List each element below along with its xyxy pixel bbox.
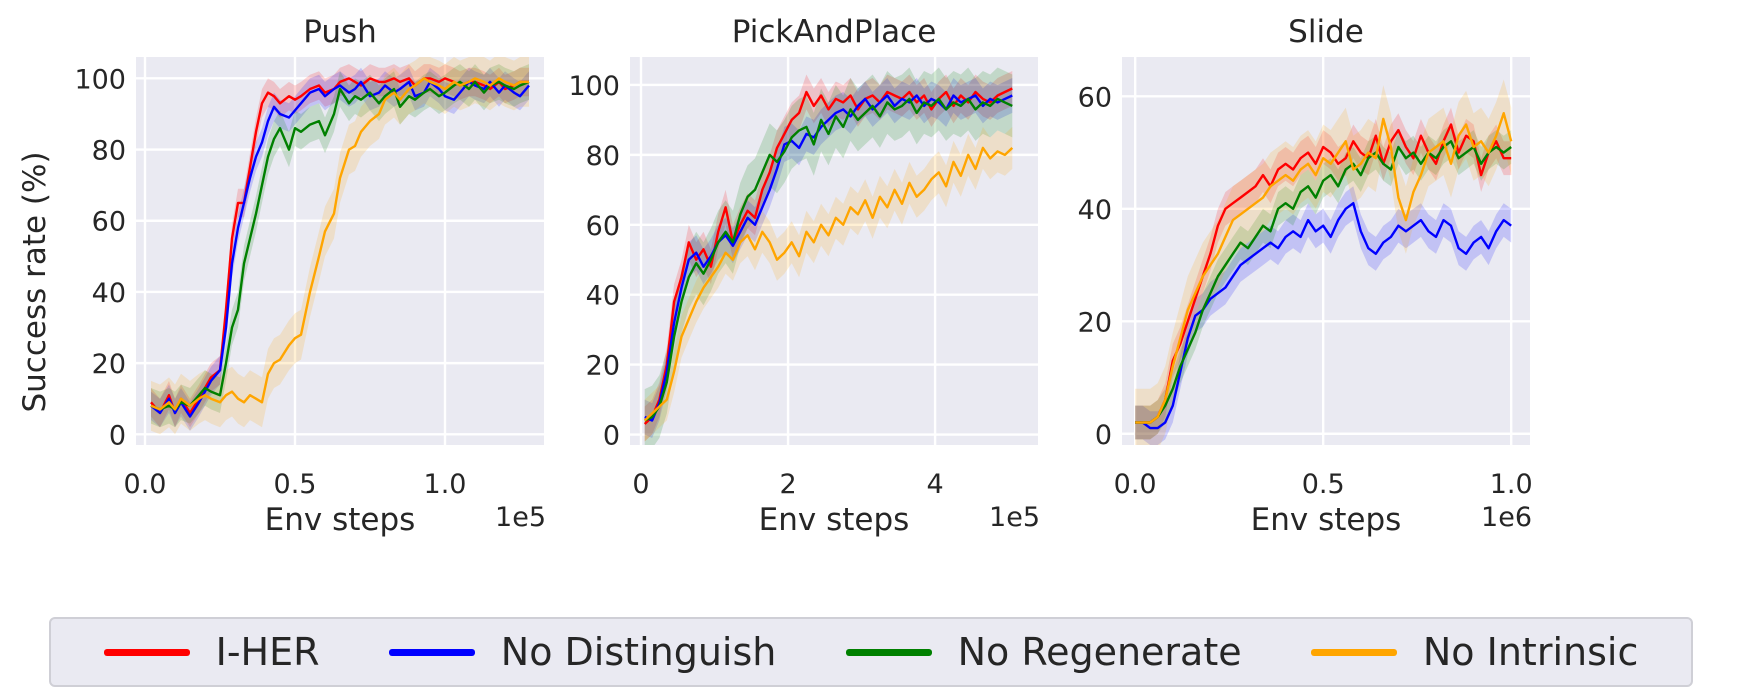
y-tick-label: 100 [74,64,126,95]
series-band-no-regenerate [151,64,529,428]
legend-swatch-no-distinguish [388,648,475,656]
chart-panel-push: Push Env steps 1e5 0 20 40 60 80 100 0.0 0.5 1.0 [74,14,546,538]
y-tick-label: 20 [586,351,620,382]
x-tick-label: 0.5 [1302,469,1345,500]
chart-panel-pickandplace: PickAndPlace Env steps 1e5 0 20 40 60 80 100 0… [568,14,1040,538]
series-line-no-distinguish [644,94,1013,422]
series-line-no-distinguish [1135,201,1512,430]
x-axis-offset-label: 1e5 [989,502,1040,533]
x-axis-offset-label: 1e6 [1481,502,1532,533]
legend-swatch-no-intrinsic [1310,648,1397,656]
legend-label-no-distinguish: No Distinguish [500,630,777,674]
y-tick-label: 60 [586,211,620,242]
y-tick-label: 0 [603,421,620,452]
series-line-no-regenerate [644,97,1013,422]
x-tick-label: 0 [632,469,649,500]
series-line-no-regenerate [1135,140,1512,424]
chart-panel-slide: Slide Env steps 1e6 0 20 40 60 0.0 0.5 1.0 [1078,14,1533,538]
y-axis-label: Success rate (%) [17,151,53,412]
series-band-i-her [1135,107,1512,440]
series-band-no-intrinsic [644,126,1013,442]
x-tick-label: 4 [926,469,943,500]
plot-area [136,57,544,445]
y-tick-label: 40 [1078,195,1112,226]
x-tick-label: 1.0 [1490,469,1533,500]
legend-label-no-intrinsic: No Intrinsic [1422,630,1639,674]
x-tick-label: 1.0 [424,469,467,500]
y-tick-label: 0 [109,420,126,451]
series-band-no-distinguish [1135,186,1512,445]
series-line-no-intrinsic [643,146,1014,422]
legend-swatch-i-her [103,648,190,656]
charts-figure: Success rate (%) Push Env steps 1e5 0204… [17,14,1533,538]
chart-title: Slide [1288,14,1364,50]
x-tick-label: 0.0 [124,469,167,500]
y-tick-label: 0 [1095,420,1112,451]
y-tick-label: 80 [92,136,126,167]
series-line-no-distinguish [150,80,530,418]
series-band-no-regenerate [644,67,1013,445]
x-axis-label: Env steps [759,502,910,538]
x-axis-label: Env steps [265,502,416,538]
series-line-i-her [1135,123,1512,424]
series-band-no-intrinsic [1135,79,1512,445]
legend-item-i-her: I-HER [103,630,320,674]
x-axis-offset-label: 1e5 [495,502,546,533]
y-tick-label: 80 [586,141,620,172]
x-tick-label: 0.0 [1114,469,1157,500]
series-line-no-intrinsic [150,77,529,411]
legend-item-no-intrinsic: No Intrinsic [1310,630,1639,674]
y-tick-label: 40 [92,278,126,309]
series-band-no-distinguish [644,78,1013,438]
y-tick-label: 60 [1078,82,1112,113]
legend: I-HER No Distinguish No Regenerate No In… [49,617,1693,687]
y-tick-label: 20 [1078,307,1112,338]
x-tick-label: 2 [779,469,796,500]
series-band-no-regenerate [1135,124,1512,440]
y-tick-label: 20 [92,349,126,380]
legend-item-no-distinguish: No Distinguish [388,630,777,674]
legend-item-no-regenerate: No Regenerate [845,630,1242,674]
y-tick-label: 100 [568,71,620,102]
x-tick-label: 0.5 [274,469,317,500]
y-tick-label: 40 [586,281,620,312]
legend-label-no-regenerate: No Regenerate [957,630,1242,674]
legend-label-i-her: I-HER [215,630,320,674]
series-band-no-intrinsic [151,57,529,435]
series-band-i-her [151,64,529,428]
x-axis-label: Env steps [1251,502,1402,538]
legend-swatch-no-regenerate [845,648,932,656]
chart-title: Push [303,14,377,50]
chart-title: PickAndPlace [732,14,937,50]
series-line-no-intrinsic [1135,111,1513,424]
y-tick-label: 60 [92,207,126,238]
